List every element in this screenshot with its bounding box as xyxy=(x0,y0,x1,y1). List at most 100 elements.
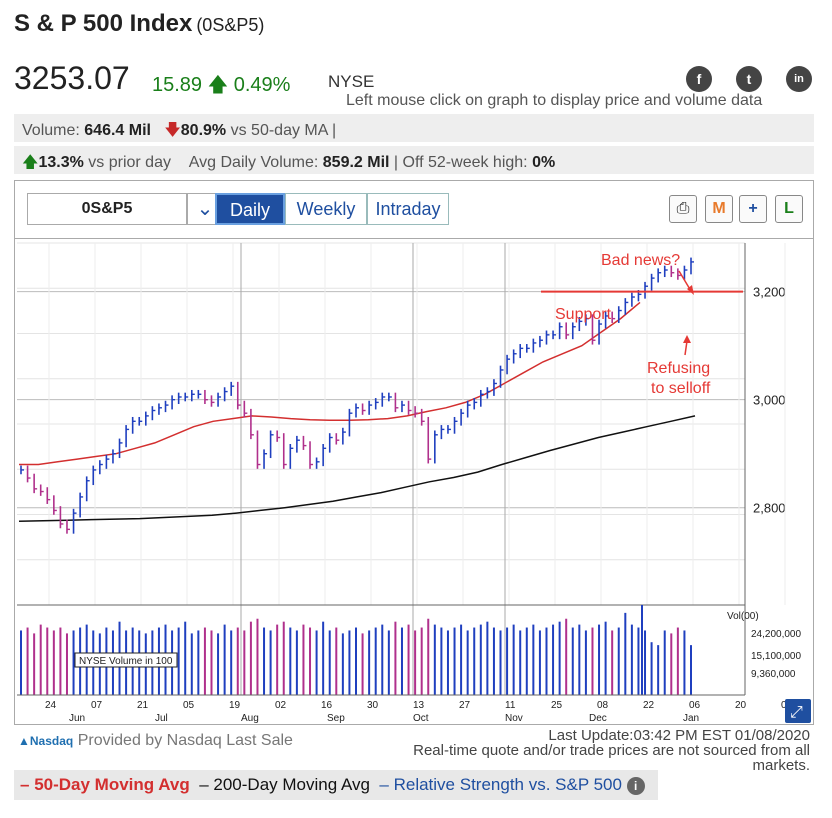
volume-bar xyxy=(276,624,279,695)
volume-bar xyxy=(230,630,233,695)
volume-bar xyxy=(604,621,607,695)
page-title: S & P 500 Index (0S&P5) xyxy=(14,10,264,38)
legend-rs-label: Relative Strength vs. S&P 500 xyxy=(393,775,622,794)
change-percent: 0.49% xyxy=(233,74,291,96)
volume-bar xyxy=(657,645,660,695)
volume-bar xyxy=(400,627,403,695)
volume-bar xyxy=(558,621,561,695)
x-tick-label: 06 xyxy=(689,700,701,711)
volume-bar xyxy=(519,630,522,695)
volume-bar xyxy=(381,624,384,695)
expand-icon xyxy=(785,699,811,723)
volume-bar xyxy=(650,642,653,695)
volume-bar xyxy=(315,630,318,695)
provided-by: Provided by Nasdaq Last Sale xyxy=(77,732,293,749)
volume-bar xyxy=(65,633,68,695)
volume-bar xyxy=(453,627,456,695)
legend-rs: – Relative Strength vs. S&P 500 xyxy=(379,775,622,794)
y-tick-label: 2,800 xyxy=(753,501,786,516)
ma200-line xyxy=(18,415,696,523)
volume-bar xyxy=(203,627,206,695)
volume-bar xyxy=(184,621,187,695)
tab-weekly[interactable]: Weekly xyxy=(285,193,367,225)
month-label: Sep xyxy=(327,713,345,724)
volume-bar xyxy=(374,627,377,695)
volume-axis-label: Vol(00) xyxy=(727,611,759,622)
volume-bar xyxy=(217,633,220,695)
tab-intraday[interactable]: Intraday xyxy=(367,193,449,225)
disclaimer-line1: Real-time quote and/or trade prices are … xyxy=(413,742,810,759)
volume-bar xyxy=(486,621,489,695)
up-arrow-icon: 🡅 xyxy=(207,74,229,96)
y-tick-label: 3,200 xyxy=(753,285,786,300)
legend-bar: – 50-Day Moving Avg – 200-Day Moving Avg… xyxy=(14,770,658,800)
volume-bar xyxy=(538,630,541,695)
volume-bar xyxy=(446,630,449,695)
volume-legend-box xyxy=(74,652,178,668)
volume-bar xyxy=(663,630,666,695)
volume-bar xyxy=(348,630,351,695)
print-icon[interactable]: ⎙ xyxy=(669,195,697,223)
symbol-input[interactable]: 0S&P5 xyxy=(27,193,187,225)
x-tick-label: 20 xyxy=(735,700,747,711)
volume-bar xyxy=(177,627,180,695)
index-name: S & P 500 Index xyxy=(14,10,193,37)
volume-bar xyxy=(545,627,548,695)
month-label: Jul xyxy=(155,713,168,724)
volume-bar xyxy=(420,627,423,695)
volume-bar xyxy=(243,630,246,695)
x-tick-label: 25 xyxy=(551,700,563,711)
volume-stats-bar: Volume: 646.4 Mil 🡇80.9% vs 50-day MA | xyxy=(14,114,814,142)
x-tick-label: 02 xyxy=(275,700,287,711)
month-label: Aug xyxy=(241,713,259,724)
add-icon[interactable]: + xyxy=(739,195,767,223)
volume-bar xyxy=(59,627,62,695)
info-icon[interactable]: i xyxy=(626,777,645,795)
vs-ma-value: 80.9% xyxy=(180,122,227,139)
ma50-line xyxy=(19,301,641,466)
price-chart[interactable]: 3,200 3,000 2,800 Bad news? Support Refusing t… xyxy=(15,239,813,725)
volume-bar xyxy=(302,624,305,695)
volume-bar xyxy=(52,630,55,695)
volume-bar xyxy=(460,624,463,695)
month-label: Oct xyxy=(413,713,429,724)
disclaimer-line2: markets. xyxy=(752,757,810,774)
volume-bar xyxy=(197,630,200,695)
nasdaq-logo-icon: ▲Nasdaq xyxy=(18,734,74,748)
volume-bar xyxy=(578,624,581,695)
month-label: Jun xyxy=(69,713,85,724)
facebook-icon[interactable]: f xyxy=(686,66,712,92)
x-tick-label: 05 xyxy=(183,700,195,711)
annotation-bad-news: Bad news? xyxy=(601,252,680,269)
legend-icon[interactable]: L xyxy=(775,195,803,223)
x-tick-label: 22 xyxy=(643,700,655,711)
volume-bar xyxy=(387,630,390,695)
nasdaq-label: Nasdaq xyxy=(29,734,74,748)
volume-bar xyxy=(433,624,436,695)
vs-ma-label: vs 50-day MA xyxy=(230,122,328,139)
volume-value: 646.4 Mil xyxy=(84,122,151,139)
volume-bar xyxy=(269,630,272,695)
expand-arrows-icon: ⤢ xyxy=(790,704,803,721)
last-update: Last Update:03:42 PM EST 01/08/2020 xyxy=(548,727,810,744)
x-tick-label: 16 xyxy=(321,700,333,711)
volume-bar xyxy=(466,630,469,695)
linkedin-icon[interactable]: in xyxy=(786,66,812,92)
x-tick-label: 07 xyxy=(91,700,103,711)
provider-note: ▲Nasdaq Provided by Nasdaq Last Sale xyxy=(18,732,293,750)
symbol-label: (0S&P5) xyxy=(196,15,265,35)
twitter-icon[interactable]: t xyxy=(736,66,762,92)
month-label: Dec xyxy=(589,713,607,724)
tab-daily[interactable]: Daily xyxy=(215,193,285,225)
volume-bar xyxy=(552,624,555,695)
volume-bar xyxy=(591,627,594,695)
volume-stats-bar-2: 🡅13.3% vs prior day Avg Daily Volume: 85… xyxy=(14,146,814,174)
chart-toolbar: 0S&P5 ⌄ Daily Weekly Intraday ⎙ M + L xyxy=(15,181,813,239)
compare-icon[interactable]: M xyxy=(705,195,733,223)
x-tick-label: 13 xyxy=(413,700,425,711)
x-tick-label: 21 xyxy=(137,700,149,711)
volume-bar xyxy=(335,627,338,695)
volume-bar xyxy=(584,630,587,695)
up-arrow-icon: 🡅 xyxy=(22,154,39,171)
chart-hint: Left mouse click on graph to display pri… xyxy=(346,92,763,109)
